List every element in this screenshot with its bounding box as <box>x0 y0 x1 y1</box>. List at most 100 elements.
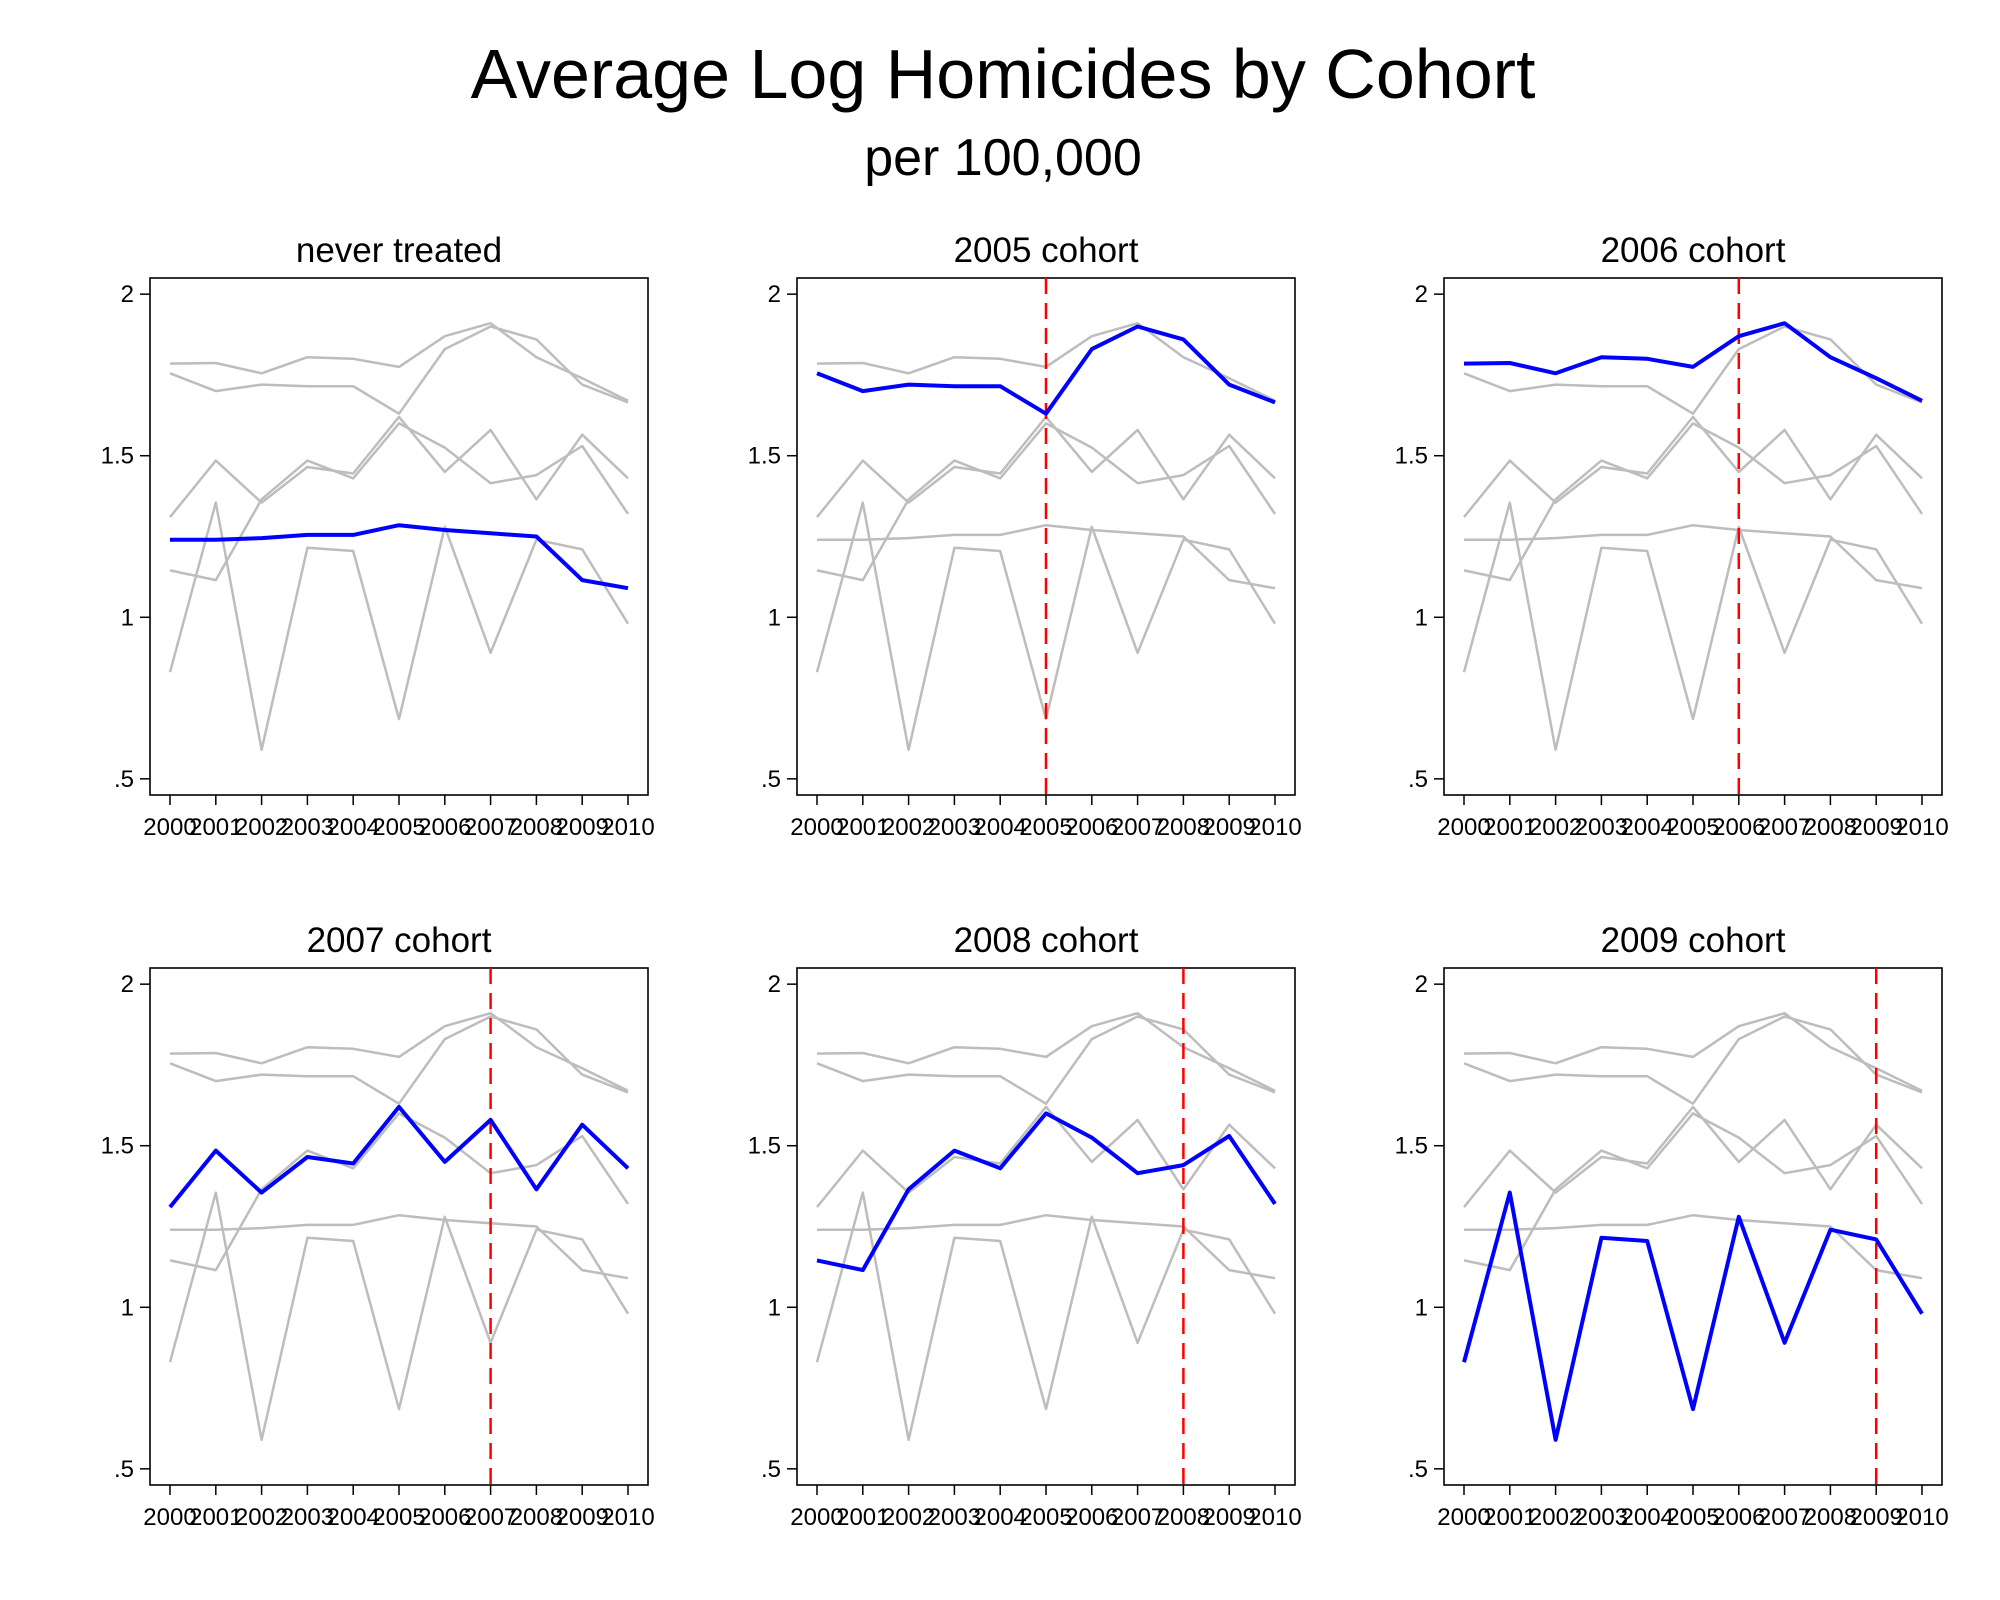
x-tick-label: 2006 <box>418 814 471 841</box>
x-tick-label: 2005 <box>1666 814 1719 841</box>
x-tick-label: 2003 <box>281 814 334 841</box>
x-tick-label: 2006 <box>1065 1504 1118 1531</box>
x-tick-label: 2005 <box>1019 1504 1072 1531</box>
x-tick-label: 2009 <box>1850 1504 1903 1531</box>
x-tick-label: 2004 <box>1621 1504 1674 1531</box>
x-tick-label: 2000 <box>143 814 196 841</box>
x-tick-label: 2010 <box>1895 1504 1948 1531</box>
series-line-never-background <box>1464 1213 1923 1280</box>
series-line-never-background <box>170 1213 629 1280</box>
series-line-2006-focus <box>1463 321 1923 403</box>
series-line-2008-background <box>1463 422 1924 582</box>
series-line-2008-focus <box>816 1111 1277 1273</box>
series-line-2009-background <box>1462 501 1924 752</box>
x-tick-label: 2002 <box>235 1504 288 1531</box>
y-tick-label: 2 <box>121 971 134 998</box>
x-tick-label: 2003 <box>1575 814 1628 841</box>
series-line-never-background <box>1464 523 1923 590</box>
y-tick-label: 1 <box>768 604 781 631</box>
panel-title: never treated <box>296 231 502 270</box>
y-tick-label: 1 <box>121 1294 134 1321</box>
x-tick-label: 2001 <box>836 1504 889 1531</box>
series-line-2006-background <box>816 1011 1276 1092</box>
series-line-2006-background <box>169 1011 629 1092</box>
x-tick-label: 2000 <box>143 1504 196 1531</box>
x-tick-label: 2003 <box>281 1504 334 1531</box>
series-line-2007-background <box>816 1105 1276 1208</box>
series-line-2009-background <box>815 501 1277 752</box>
x-tick-label: 2004 <box>1621 814 1674 841</box>
x-tick-label: 2004 <box>974 814 1027 841</box>
y-tick-label: 1.5 <box>101 1133 134 1160</box>
x-tick-label: 2010 <box>1248 814 1301 841</box>
y-tick-label: .5 <box>761 766 781 793</box>
y-tick-label: .5 <box>114 766 134 793</box>
series-line-2007-background <box>1463 1105 1923 1208</box>
y-tick-label: 2 <box>768 281 781 308</box>
panel-title: 2005 cohort <box>954 231 1139 270</box>
y-tick-label: 1.5 <box>748 443 781 470</box>
x-tick-label: 2008 <box>1804 814 1857 841</box>
y-tick-label: 1.5 <box>101 443 134 470</box>
x-tick-label: 2009 <box>1203 1504 1256 1531</box>
x-tick-label: 2000 <box>1437 1504 1490 1531</box>
series-line-2009-background <box>168 1191 630 1442</box>
x-tick-label: 2006 <box>418 1504 471 1531</box>
x-tick-label: 2003 <box>928 814 981 841</box>
series-line-2005-background <box>1463 325 1923 415</box>
panel-2009-cohort: 2009 cohort.511.522000200120022003200420… <box>1395 921 1949 1531</box>
series-line-2005-background <box>169 325 629 415</box>
series-line-2008-background <box>169 422 630 582</box>
x-tick-label: 2008 <box>1157 814 1210 841</box>
panel-2007-cohort: 2007 cohort.511.522000200120022003200420… <box>101 921 655 1531</box>
x-tick-label: 2001 <box>189 1504 242 1531</box>
x-tick-label: 2005 <box>372 814 425 841</box>
y-tick-label: 1 <box>121 604 134 631</box>
x-tick-label: 2007 <box>1111 814 1164 841</box>
figure-subtitle: per 100,000 <box>864 129 1142 187</box>
y-tick-label: 1 <box>1415 1294 1428 1321</box>
y-tick-label: .5 <box>1408 1456 1428 1483</box>
x-tick-label: 2001 <box>189 814 242 841</box>
x-tick-label: 2010 <box>601 1504 654 1531</box>
x-tick-label: 2010 <box>1895 814 1948 841</box>
series-line-2007-focus <box>168 1104 630 1209</box>
panel-title: 2009 cohort <box>1601 921 1786 960</box>
x-tick-label: 2001 <box>836 814 889 841</box>
x-tick-label: 2002 <box>882 1504 935 1531</box>
series-line-never-focus <box>170 523 629 591</box>
series-line-2008-background <box>816 422 1277 582</box>
series-line-2005-background <box>816 1015 1276 1105</box>
x-tick-label: 2009 <box>556 1504 609 1531</box>
x-tick-label: 2002 <box>1529 1504 1582 1531</box>
series-line-2009-focus <box>1462 1190 1924 1442</box>
series-line-2005-background <box>169 1015 629 1105</box>
x-tick-label: 2004 <box>327 814 380 841</box>
x-tick-label: 2006 <box>1065 814 1118 841</box>
x-tick-label: 2007 <box>1758 1504 1811 1531</box>
x-tick-label: 2000 <box>1437 814 1490 841</box>
y-tick-label: 1 <box>1415 604 1428 631</box>
x-tick-label: 2002 <box>882 814 935 841</box>
series-line-2008-background <box>169 1112 630 1272</box>
x-tick-label: 2010 <box>1248 1504 1301 1531</box>
panel-title: 2006 cohort <box>1601 231 1786 270</box>
series-line-2006-background <box>1463 1011 1923 1092</box>
series-line-never-background <box>817 523 1276 590</box>
panel-title: 2007 cohort <box>307 921 492 960</box>
x-tick-label: 2007 <box>464 814 517 841</box>
series-line-2006-background <box>169 321 629 402</box>
series-line-2009-background <box>168 501 630 752</box>
y-tick-label: .5 <box>761 1456 781 1483</box>
y-tick-label: 1.5 <box>1395 443 1428 470</box>
y-tick-label: 2 <box>768 971 781 998</box>
x-tick-label: 2009 <box>1850 814 1903 841</box>
x-tick-label: 2001 <box>1483 814 1536 841</box>
y-tick-label: .5 <box>1408 766 1428 793</box>
x-tick-label: 2007 <box>1758 814 1811 841</box>
panel-2006-cohort: 2006 cohort.511.522000200120022003200420… <box>1395 231 1949 841</box>
x-tick-label: 2000 <box>790 814 843 841</box>
x-tick-label: 2004 <box>974 1504 1027 1531</box>
x-tick-label: 2005 <box>1666 1504 1719 1531</box>
